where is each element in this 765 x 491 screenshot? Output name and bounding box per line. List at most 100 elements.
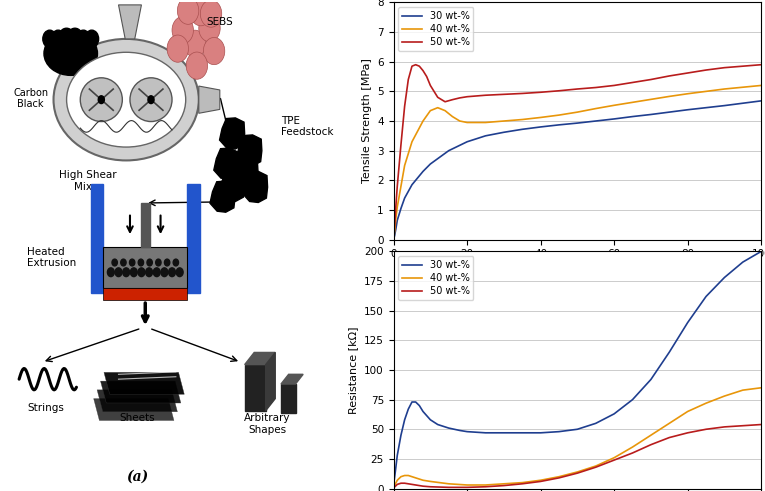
40 wt-% [518,116,527,122]
Circle shape [122,268,129,276]
Circle shape [176,268,183,276]
Circle shape [121,259,126,266]
50 wt-% [757,62,765,68]
Circle shape [76,30,90,48]
Polygon shape [245,365,265,411]
Circle shape [186,52,207,79]
30 wt-% [720,103,729,109]
50 wt-% [404,77,413,82]
Circle shape [130,268,137,276]
40 wt-% [391,216,400,222]
30 wt-% [610,411,619,417]
40 wt-% [610,102,619,108]
30 wt-% [390,232,399,238]
50 wt-% [591,464,601,470]
Circle shape [168,268,175,276]
40 wt-% [573,469,582,475]
40 wt-% [391,481,400,487]
40 wt-% [720,393,729,399]
50 wt-% [500,91,509,97]
50 wt-% [444,485,454,491]
40 wt-% [396,183,405,189]
30 wt-% [481,133,490,139]
30 wt-% [555,429,564,435]
Circle shape [153,268,160,276]
40 wt-% [448,113,457,119]
50 wt-% [591,84,601,90]
30 wt-% [591,420,601,426]
Polygon shape [119,5,142,39]
Text: High Shear
Mixer: High Shear Mixer [59,170,117,192]
50 wt-% [422,74,431,80]
30 wt-% [518,430,527,436]
40 wt-% [444,481,454,487]
Text: Heated
Extrusion: Heated Extrusion [27,247,76,269]
30 wt-% [444,148,454,154]
Circle shape [184,30,206,57]
50 wt-% [463,485,472,491]
30 wt-% [481,430,490,436]
50 wt-% [389,485,399,491]
50 wt-% [665,73,674,79]
30 wt-% [757,98,765,104]
30 wt-% [392,218,402,223]
Ellipse shape [80,78,122,122]
50 wt-% [463,94,472,100]
40 wt-% [389,237,399,243]
Circle shape [67,28,83,50]
Polygon shape [199,86,220,113]
Circle shape [43,30,57,48]
40 wt-% [389,485,399,491]
50 wt-% [390,222,399,228]
Circle shape [147,259,152,266]
40 wt-% [441,108,450,113]
Polygon shape [265,353,275,411]
30 wt-% [500,129,509,135]
40 wt-% [610,455,619,461]
50 wt-% [389,237,399,243]
30 wt-% [720,274,729,280]
Polygon shape [210,181,235,212]
Ellipse shape [44,31,97,76]
50 wt-% [555,475,564,481]
40 wt-% [665,420,674,426]
40 wt-% [720,86,729,92]
Circle shape [167,35,188,62]
50 wt-% [720,424,729,430]
Legend: 30 wt-%, 40 wt-%, 50 wt-%: 30 wt-%, 40 wt-%, 50 wt-% [399,256,474,300]
Legend: 30 wt-%, 40 wt-%, 50 wt-%: 30 wt-%, 40 wt-%, 50 wt-% [399,7,474,51]
50 wt-% [573,86,582,92]
Ellipse shape [54,39,199,161]
50 wt-% [448,97,457,103]
Line: 40 wt-%: 40 wt-% [394,85,761,240]
Polygon shape [281,384,295,413]
50 wt-% [481,484,490,490]
50 wt-% [702,426,711,432]
30 wt-% [418,168,428,174]
Polygon shape [141,203,150,246]
40 wt-% [400,472,409,478]
30 wt-% [536,430,545,436]
30 wt-% [392,452,402,458]
50 wt-% [536,89,545,95]
50 wt-% [426,82,435,88]
Line: 50 wt-%: 50 wt-% [394,65,761,240]
X-axis label: Strain [%]: Strain [%] [549,265,606,275]
50 wt-% [702,67,711,73]
Circle shape [177,0,199,25]
30 wt-% [463,139,472,145]
40 wt-% [518,480,527,486]
Polygon shape [187,184,200,293]
40 wt-% [738,387,747,393]
50 wt-% [757,422,765,428]
Polygon shape [91,184,103,293]
Circle shape [107,268,114,276]
Circle shape [138,259,144,266]
40 wt-% [665,93,674,99]
50 wt-% [500,483,509,489]
40 wt-% [426,108,435,113]
40 wt-% [390,228,399,234]
Polygon shape [281,374,303,384]
40 wt-% [411,475,420,481]
Text: TPE
Feedstock: TPE Feedstock [281,115,334,137]
